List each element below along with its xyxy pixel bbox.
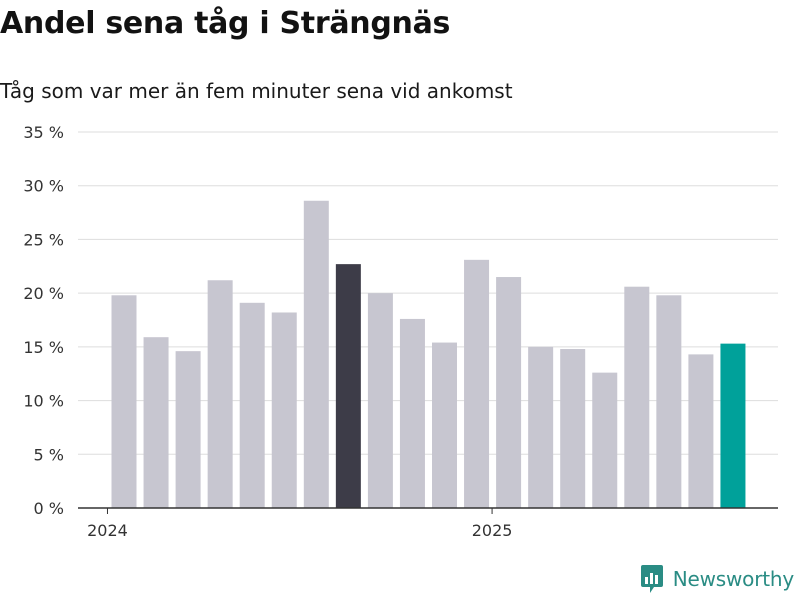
chart-subtitle: Tåg som var mer än fem minuter sena vid … xyxy=(0,79,513,103)
y-tick-label: 20 % xyxy=(23,284,64,303)
y-tick-label: 5 % xyxy=(34,445,64,464)
y-tick-label: 30 % xyxy=(23,177,64,196)
bar-2024-11: 2024-11: 17.6 % xyxy=(399,318,425,508)
bar-2024-02: 2024-02: 19.8 % xyxy=(111,295,137,508)
brand-name: Newsworthy xyxy=(672,567,794,591)
bar-2024-03: 2024-03: 15.9 % xyxy=(143,337,169,508)
x-axis: 2024 2025 xyxy=(78,507,778,540)
y-axis-ticks: 0 % 5 % 10 % 15 % 20 % 25 % 30 % 35 % xyxy=(23,123,64,518)
bars: 2024-02: 19.8 %2024-03: 15.9 %2024-04: 1… xyxy=(111,200,746,509)
bar-2024-07: 2024-07: 18.2 % xyxy=(271,312,297,508)
x-tick-label: 2025 xyxy=(472,521,513,540)
bar-2024-12: 2024-12: 15.4 % xyxy=(432,342,457,508)
bar-2025-06: 2025-06: 20.6 % xyxy=(624,286,650,508)
y-tick-label: 25 % xyxy=(23,230,64,249)
bar-2024-04: 2024-04: 14.6 % xyxy=(175,351,201,508)
newsworthy-logo-icon xyxy=(640,565,663,593)
bar-2025-09: 2025-09: 15.3 % xyxy=(720,343,746,508)
x-tick-label: 2024 xyxy=(87,521,128,540)
y-tick-label: 10 % xyxy=(23,392,64,411)
y-tick-label: 0 % xyxy=(34,499,64,518)
y-tick-label: 15 % xyxy=(23,338,64,357)
chart-title: Andel sena tåg i Strängnäs xyxy=(0,6,451,41)
bar-2025-05: 2025-05: 12.6 % xyxy=(592,372,618,508)
bar-2025-01: 2025-01: 23.1 % xyxy=(464,259,490,508)
bar-2024-06: 2024-06: 19.1 % xyxy=(239,302,265,508)
y-tick-label: 35 % xyxy=(23,123,64,142)
bar-2025-03: 2025-03: 15 % xyxy=(528,346,554,508)
bar-2025-04: 2025-04: 14.8 % xyxy=(560,349,586,508)
bar-2024-09: 2024-09: 22.7 % xyxy=(335,264,361,508)
brand-logo[interactable]: Newsworthy xyxy=(639,564,794,594)
bar-2024-05: 2024-05: 21.2 % xyxy=(207,280,233,508)
bar-2025-02: 2025-02: 21.5 % xyxy=(496,277,522,508)
bar-2025-07: 2025-07: 19.8 % xyxy=(656,295,682,508)
bar-2025-08: 2025-08: 14.3 % xyxy=(688,354,714,508)
bar-2024-08: 2024-08: 28.6 % xyxy=(303,200,329,509)
bar-2024-10: 2024-10: 20 % xyxy=(367,293,393,508)
